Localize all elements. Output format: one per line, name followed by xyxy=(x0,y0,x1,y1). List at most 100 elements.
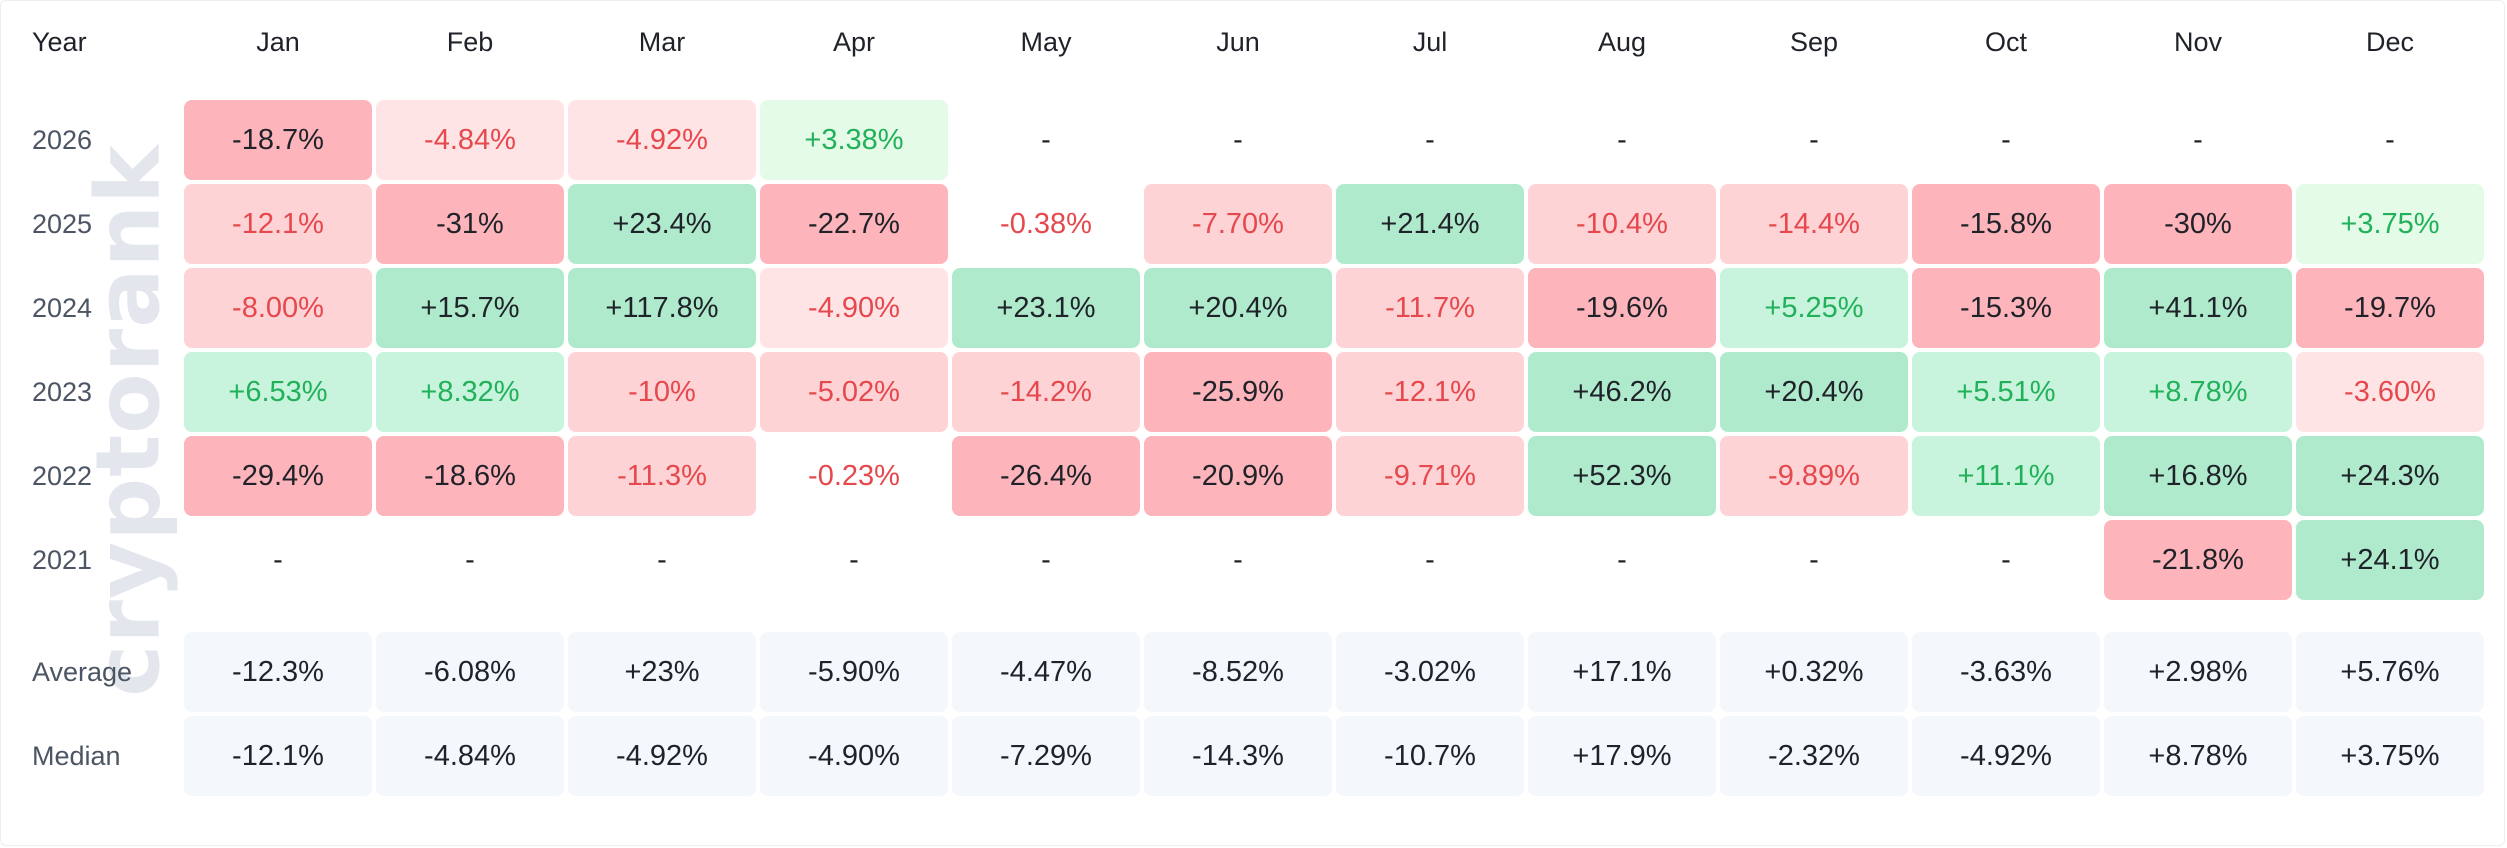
heatmap-cell: -18.6% xyxy=(376,436,564,516)
summary-cell: -8.52% xyxy=(1144,632,1332,712)
heatmap-cell: -25.9% xyxy=(1144,352,1332,432)
heatmap-cell: +46.2% xyxy=(1528,352,1716,432)
heatmap-cell: -22.7% xyxy=(760,184,948,264)
heatmap-cell: -19.7% xyxy=(2296,268,2484,348)
summary-cell: -6.08% xyxy=(376,632,564,712)
heatmap-cell: +52.3% xyxy=(1528,436,1716,516)
heatmap-cell: -19.6% xyxy=(1528,268,1716,348)
heatmap-cell: - xyxy=(1617,124,1627,156)
month-header: Dec xyxy=(2365,27,2414,57)
heatmap-cell: +16.8% xyxy=(2104,436,2292,516)
summary-cell: -2.32% xyxy=(1720,716,1908,796)
heatmap-cell: +11.1% xyxy=(1912,436,2100,516)
heatmap-cell: -4.84% xyxy=(376,100,564,180)
heatmap-cell: - xyxy=(2385,124,2395,156)
month-header: Jun xyxy=(1216,27,1260,57)
heatmap-cell: -29.4% xyxy=(184,436,372,516)
month-header: Apr xyxy=(832,27,876,57)
heatmap-cell: -15.3% xyxy=(1912,268,2100,348)
heatmap-cell: -9.71% xyxy=(1336,436,1524,516)
summary-label: Average xyxy=(32,657,133,687)
heatmap-cell: -15.8% xyxy=(1912,184,2100,264)
month-header: Mar xyxy=(638,27,686,57)
month-header: Jul xyxy=(1412,27,1448,57)
heatmap-cell: +24.3% xyxy=(2296,436,2484,516)
heatmap-cell: - xyxy=(1233,544,1243,576)
heatmap-cell: -12.1% xyxy=(1336,352,1524,432)
heatmap-cell: -11.7% xyxy=(1336,268,1524,348)
heatmap-cell: - xyxy=(273,544,283,576)
summary-label: Median xyxy=(32,741,121,771)
summary-cell: -12.3% xyxy=(184,632,372,712)
heatmap-cell: -4.90% xyxy=(760,268,948,348)
summary-cell: +23% xyxy=(568,632,756,712)
year-label: 2025 xyxy=(32,209,93,239)
heatmap-cell: -18.7% xyxy=(184,100,372,180)
summary-cell: -7.29% xyxy=(952,716,1140,796)
heatmap-cell: +6.53% xyxy=(184,352,372,432)
heatmap-cell: - xyxy=(1617,544,1627,576)
summary-cell: +17.1% xyxy=(1528,632,1716,712)
summary-cell: -14.3% xyxy=(1144,716,1332,796)
heatmap-cell: -0.38% xyxy=(1000,208,1092,240)
heatmap-cell: +15.7% xyxy=(376,268,564,348)
heatmap-cell: - xyxy=(1425,544,1435,576)
heatmap-cell: -4.92% xyxy=(568,100,756,180)
summary-cell: +17.9% xyxy=(1528,716,1716,796)
heatmap-cell: - xyxy=(2001,124,2011,156)
heatmap-cell: +24.1% xyxy=(2296,520,2484,600)
summary-cell: -5.90% xyxy=(760,632,948,712)
heatmap-cell: +8.78% xyxy=(2104,352,2292,432)
heatmap-cell: -21.8% xyxy=(2104,520,2292,600)
heatmap-cell: -14.2% xyxy=(952,352,1140,432)
heatmap-cell: +117.8% xyxy=(568,268,756,348)
heatmap-cell: +41.1% xyxy=(2104,268,2292,348)
summary-cell: +2.98% xyxy=(2104,632,2292,712)
summary-cell: -4.84% xyxy=(376,716,564,796)
heatmap-cell: -26.4% xyxy=(952,436,1140,516)
summary-cell: -3.02% xyxy=(1336,632,1524,712)
heatmap-cell: -0.23% xyxy=(808,460,900,492)
heatmap-cell: -14.4% xyxy=(1720,184,1908,264)
heatmap-cell: - xyxy=(849,544,859,576)
heatmap-cell: - xyxy=(1041,544,1051,576)
heatmap-cell: +23.4% xyxy=(568,184,756,264)
heatmap-cell: -11.3% xyxy=(568,436,756,516)
heatmap-cell: +3.38% xyxy=(760,100,948,180)
summary-cell: +0.32% xyxy=(1720,632,1908,712)
heatmap-cell: -20.9% xyxy=(1144,436,1332,516)
year-label: 2026 xyxy=(32,125,93,155)
summary-cell: -4.47% xyxy=(952,632,1140,712)
heatmap-cell: -10.4% xyxy=(1528,184,1716,264)
heatmap-cell: - xyxy=(465,544,475,576)
heatmap-cell: +5.51% xyxy=(1912,352,2100,432)
heatmap-cell: +3.75% xyxy=(2296,184,2484,264)
year-label: 2022 xyxy=(32,461,93,491)
summary-cell: -10.7% xyxy=(1336,716,1524,796)
heatmap-cell: -5.02% xyxy=(760,352,948,432)
heatmap-cell: +20.4% xyxy=(1144,268,1332,348)
heatmap-cell: +23.1% xyxy=(952,268,1140,348)
month-header: Nov xyxy=(2173,27,2222,57)
heatmap-cell: -3.60% xyxy=(2296,352,2484,432)
heatmap-cell: - xyxy=(1809,124,1819,156)
summary-cell: +3.75% xyxy=(2296,716,2484,796)
summary-cell: +8.78% xyxy=(2104,716,2292,796)
heatmap-cell: - xyxy=(1233,124,1243,156)
year-label: 2021 xyxy=(32,545,93,575)
summary-cell: -12.1% xyxy=(184,716,372,796)
month-header: Oct xyxy=(1984,27,2027,57)
heatmap-cell: +20.4% xyxy=(1720,352,1908,432)
month-header: Aug xyxy=(1597,27,1647,57)
heatmap-cell: - xyxy=(657,544,667,576)
year-header: Year xyxy=(32,27,87,57)
heatmap-cell: +8.32% xyxy=(376,352,564,432)
summary-cell: -3.63% xyxy=(1912,632,2100,712)
year-label: 2024 xyxy=(32,293,93,323)
month-header: May xyxy=(1020,27,1072,57)
heatmap-cell: -12.1% xyxy=(184,184,372,264)
summary-cell: +5.76% xyxy=(2296,632,2484,712)
heatmap-cell: -31% xyxy=(376,184,564,264)
